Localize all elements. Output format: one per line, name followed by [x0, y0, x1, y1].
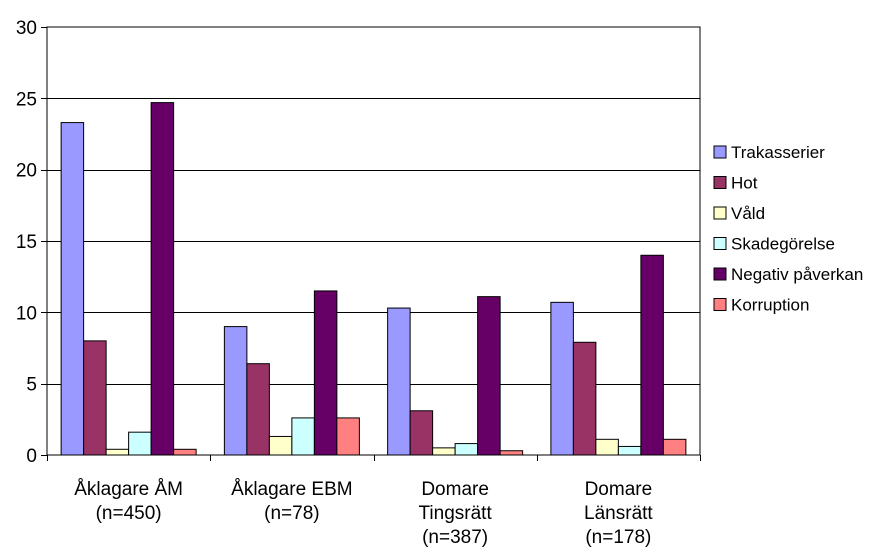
- x-category-label: (n=450): [96, 503, 162, 524]
- bar-v-ld-3: [595, 438, 619, 456]
- legend-label: Våld: [731, 204, 765, 223]
- bar-v-ld-0: [105, 448, 130, 456]
- bar-v-ld-2: [432, 447, 456, 456]
- bar-negativ-p-verkan-2: [477, 296, 501, 456]
- bar-hot-2: [409, 410, 434, 456]
- bar-negativ-p-verkan-0: [150, 102, 175, 456]
- bar-korruption-2: [499, 450, 524, 456]
- x-axis-labels: Åklagare ÅM (n=450) Åklagare EBM (n=78) Doma…: [47, 455, 701, 548]
- bar-hot-1: [246, 363, 270, 456]
- y-tick-label: 15: [16, 232, 37, 253]
- x-category-label: Tingsrätt: [419, 503, 493, 524]
- y-tick-label: 5: [26, 375, 37, 396]
- legend: Trakasserier Hot Våld Skadegörelse Negativ p…: [713, 143, 863, 315]
- bar-trakasserier-3: [550, 301, 574, 456]
- legend-label: Skadegörelse: [731, 235, 835, 254]
- bar-hot-0: [83, 340, 107, 456]
- bar-hot-3: [572, 341, 597, 456]
- plot-area-border: [46, 26, 701, 456]
- x-category-label: Åklagare ÅM: [74, 479, 183, 500]
- bar-v-ld-1: [268, 435, 293, 456]
- y-tick-label: 25: [16, 89, 37, 110]
- bar-trakasserier-1: [223, 326, 248, 456]
- bar-skadeg-relse-3: [617, 445, 642, 456]
- y-tick-label: 30: [16, 18, 37, 39]
- y-tick-label: 0: [26, 446, 37, 467]
- legend-label: Negativ påverkan: [731, 265, 863, 284]
- bar-korruption-0: [173, 448, 197, 456]
- bar-korruption-3: [662, 438, 687, 456]
- bar-negativ-p-verkan-3: [640, 254, 664, 456]
- y-tick-label: 20: [16, 161, 37, 182]
- x-category-label: Länsrätt: [584, 503, 653, 524]
- legend-swatch: [713, 206, 727, 220]
- y-axis-ticks: 0 5 10 15 20 25 30: [16, 18, 47, 467]
- gridlines: [47, 98, 700, 385]
- legend-swatch: [713, 145, 727, 159]
- bar-negativ-p-verkan-1: [313, 290, 338, 456]
- legend-swatch: [713, 298, 727, 311]
- x-category-label: (n=387): [422, 527, 488, 548]
- y-tick-label: 10: [16, 303, 37, 324]
- bar-korruption-1: [336, 417, 360, 456]
- x-category-label: Åklagare EBM: [231, 479, 352, 500]
- legend-label: Hot: [731, 174, 758, 193]
- legend-swatch: [713, 237, 727, 250]
- bar-skadeg-relse-1: [291, 417, 315, 456]
- x-category-label: (n=178): [585, 527, 651, 548]
- legend-swatch: [713, 176, 727, 189]
- bars: [60, 102, 687, 456]
- bar-skadeg-relse-0: [128, 431, 152, 456]
- legend-swatch: [713, 267, 727, 281]
- x-category-label: Domare: [421, 479, 489, 500]
- legend-label: Trakasserier: [731, 143, 825, 162]
- bar-trakasserier-0: [60, 122, 85, 456]
- legend-label: Korruption: [731, 296, 809, 315]
- x-category-label: Domare: [585, 479, 653, 500]
- bar-skadeg-relse-2: [454, 443, 479, 456]
- x-category-label: (n=78): [264, 503, 319, 524]
- bar-trakasserier-2: [387, 307, 411, 456]
